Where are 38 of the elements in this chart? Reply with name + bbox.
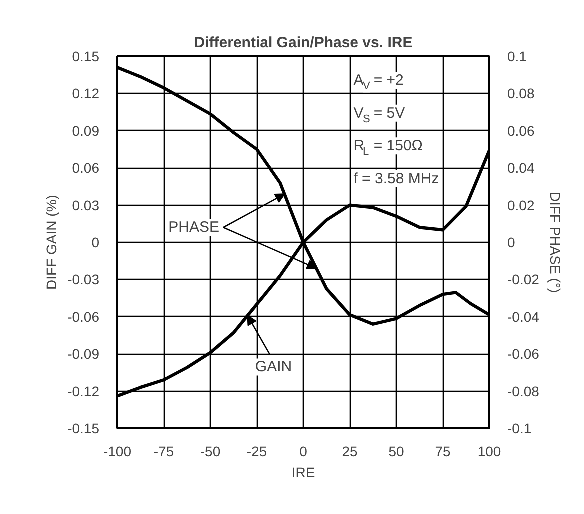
- annotation: GAIN: [255, 358, 292, 376]
- y-tick-label: 0.15: [72, 48, 100, 64]
- y-tick-label: -0.15: [68, 420, 100, 436]
- annotation: f = 3.58 MHz: [354, 170, 440, 188]
- y2-tick-label: -0.04: [508, 308, 540, 325]
- y-tick-label: 0.06: [72, 160, 100, 176]
- x-tick-label: 50: [388, 444, 404, 460]
- y-tick-label: -0.06: [68, 308, 100, 325]
- y-tick-label: -0.03: [68, 272, 100, 288]
- x-tick-label: -100: [103, 444, 132, 460]
- y2-tick-label: -0.02: [508, 272, 540, 288]
- x-tick-label: 25: [342, 444, 358, 460]
- x-tick-label: 75: [435, 444, 451, 460]
- y2-tick-label: 0.1: [508, 48, 528, 64]
- y2-tick-label: -0.08: [508, 383, 540, 400]
- y-tick-label: 0.03: [72, 197, 100, 214]
- y2-tick-label: 0: [508, 234, 516, 250]
- y-tick-label: -0.12: [68, 383, 100, 400]
- x-tick-label: -75: [154, 444, 174, 460]
- x-axis-title: IRE: [292, 464, 316, 480]
- y-tick-label: -0.09: [68, 346, 100, 362]
- y2-tick-label: 0.08: [508, 86, 535, 102]
- x-tick-label: 0: [300, 444, 308, 460]
- y-tick-label: 0.12: [72, 86, 100, 102]
- x-tick-label: -50: [200, 444, 221, 460]
- y2-tick-label: 0.02: [508, 197, 535, 214]
- annotation: PHASE: [168, 219, 220, 236]
- x-tick-label: -25: [246, 444, 268, 460]
- y-axis-title: DIFF GAIN (%): [44, 195, 60, 290]
- y2-tick-label: -0.06: [508, 346, 540, 362]
- y2-tick-label: 0.06: [508, 122, 535, 139]
- x-tick-label: 100: [478, 444, 502, 460]
- y2-tick-label: 0.04: [508, 160, 535, 176]
- chart-title: Differential Gain/Phase vs. IRE: [194, 34, 413, 52]
- y2-tick-label: -0.1: [508, 420, 532, 436]
- y-tick-label: 0.09: [72, 122, 100, 139]
- y-tick-label: 0: [92, 234, 100, 250]
- y2-axis-title: DIFF PHASE (°): [547, 192, 564, 294]
